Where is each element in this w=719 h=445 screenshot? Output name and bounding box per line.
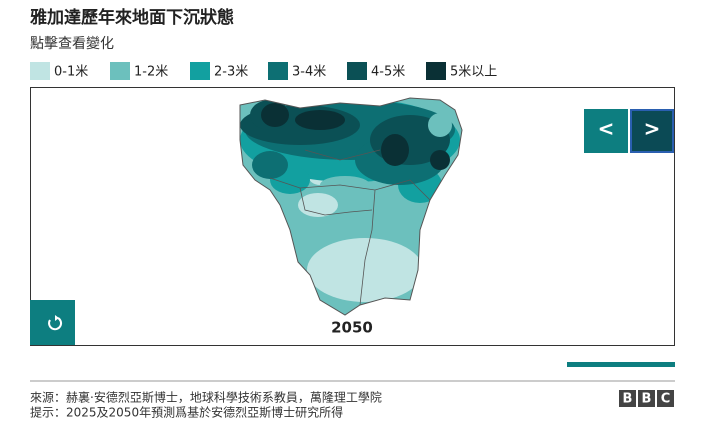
legend-label: 5米以上 [450, 65, 497, 80]
legend-swatch [30, 62, 50, 80]
previous-button[interactable] [584, 109, 628, 153]
legend-label: 4-5米 [371, 65, 405, 80]
zone [320, 176, 370, 194]
title: 雅加達歷年來地面下沉狀態 [29, 7, 234, 28]
previous-label[interactable]: < [598, 117, 615, 141]
zone [307, 238, 423, 302]
legend-swatch [110, 62, 130, 80]
legend-label: 1-2米 [134, 65, 168, 80]
district-borders [269, 149, 431, 306]
legend-swatch [268, 62, 288, 80]
logo-letter: B [623, 392, 633, 407]
note: 提示：2025及2050年預測爲基於安德烈亞斯博士研究所得 [30, 405, 343, 420]
logo-box [619, 390, 636, 407]
legend-swatch [190, 62, 210, 80]
logo-letter: C [661, 392, 671, 407]
zone [381, 134, 409, 166]
legend-swatch [347, 62, 367, 80]
reset-icon[interactable] [48, 317, 63, 331]
zone [428, 113, 452, 137]
logo-box [638, 390, 655, 407]
map-outline [239, 97, 463, 316]
zone [295, 110, 345, 130]
subtitle: 點擊查看變化 [30, 35, 114, 52]
progress-bar [567, 362, 675, 367]
source: 來源：赫裏·安德烈亞斯博士，地球科學技術系教員，萬隆理工學院 [30, 390, 382, 405]
logo-letter: B [642, 392, 652, 407]
next-label[interactable]: > [644, 117, 661, 141]
legend-swatch [426, 62, 446, 80]
zone [252, 151, 288, 179]
reset-button[interactable] [30, 300, 75, 345]
legend-label: 2-3米 [214, 65, 248, 80]
zone [430, 150, 450, 170]
legend-label: 0-1米 [54, 65, 88, 80]
legend: 0-1米 1-2米 2-3米 3-4米 4-5米 5米以上 [30, 62, 497, 80]
legend-label: 3-4米 [292, 65, 326, 80]
zone [261, 103, 289, 127]
logo-box [657, 390, 674, 407]
next-button[interactable] [630, 109, 674, 153]
year-label: 2050 [331, 319, 373, 337]
reset-arrow[interactable] [55, 315, 59, 321]
